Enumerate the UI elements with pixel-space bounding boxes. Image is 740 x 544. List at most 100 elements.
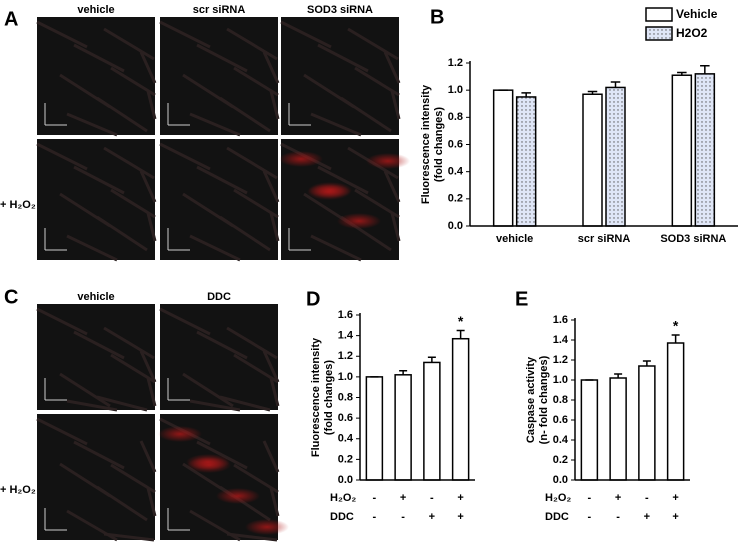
cell-outline [96,215,148,252]
cell-outline [103,326,155,360]
row-label: + H₂O₂ [0,484,36,496]
y-tick-label: 1.6 [338,309,353,321]
cell-outline [66,399,118,412]
red-fluorescence [158,426,202,442]
condition-sign: + [672,492,678,504]
cell-outline [96,96,148,133]
condition-sign: - [373,511,377,523]
x-tick-label: vehicle [496,233,533,245]
error-bar [427,356,436,363]
cell-outline [66,234,118,262]
y-tick-label: 1.0 [338,371,353,383]
bar [666,342,685,481]
cell-outline [139,350,157,383]
cell-outline [340,96,392,133]
cell-outline [66,112,118,137]
bar [671,74,693,227]
y-tick-label: 0.8 [553,394,568,406]
y-axis-label: (fold changes) [433,107,445,183]
y-tick-label: 1.2 [553,354,568,366]
cell-outline [189,399,241,412]
cell-outline [233,66,279,97]
bar [492,89,514,227]
bar [515,96,537,227]
micrograph [160,17,278,135]
red-fluorescence [279,151,323,167]
cell-outline [159,20,211,49]
y-axis-label: Fluorescence intensity [420,84,432,204]
cell-outline [317,165,369,195]
cell-outline [139,170,157,203]
legend-swatch [645,26,673,41]
cell-outline [219,395,271,412]
cell-outline [103,532,155,542]
condition-sign: + [400,492,406,504]
y-tick-label: 0.6 [553,414,568,426]
y-tick-label: 0.0 [338,474,353,486]
cell-outline [189,112,241,137]
bar [580,379,599,481]
cell-outline [146,487,157,517]
cell-outline [103,27,155,61]
micrograph [37,304,155,410]
micrograph [160,139,278,260]
condition-sign: - [401,511,405,523]
bar [582,93,603,227]
cell-outline [139,440,157,473]
red-fluorescence [186,454,230,470]
cell-outline [390,212,401,242]
condition-sign: - [588,511,592,523]
cell-outline [146,90,157,120]
panel-letter: E [515,288,528,310]
y-tick-label: 1.4 [338,330,354,342]
cell-outline [226,146,278,180]
micrograph [160,304,278,410]
cell-outline [36,20,88,49]
bar [365,376,384,481]
bar [394,374,412,481]
cell-outline [269,212,280,242]
bar [451,337,470,481]
cell-outline [226,27,278,61]
column-label: scr siRNA [193,4,246,16]
condition-label: H₂O₂ [330,492,356,504]
significance-mark: * [673,318,679,334]
cell-outline [310,112,362,137]
condition-label: DDC [330,511,354,523]
red-fluorescence [337,213,381,229]
condition-sign: + [429,511,435,523]
cell-outline [110,353,156,384]
y-tick-label: 1.4 [553,334,569,346]
error-bar [671,334,680,343]
panel-letter: A [4,8,18,30]
legend-label: H2O2 [676,26,708,40]
cell-outline [73,165,125,195]
y-tick-label: 0.4 [338,433,354,445]
y-tick-label: 0.0 [553,474,568,486]
cell-outline [354,188,400,219]
bar [423,361,441,481]
cell-outline [383,51,401,84]
cell-outline [233,463,279,494]
y-tick-label: 1.0 [448,84,463,96]
y-tick-label: 0.0 [448,220,463,232]
error-bar [614,373,623,378]
y-tick-label: 1.0 [553,374,568,386]
y-axis-label: (fold changes) [323,360,335,436]
y-tick-label: 1.2 [338,350,353,362]
row-label: + H₂O₂ [0,199,36,211]
error-bar [587,90,598,95]
y-tick-label: 0.4 [553,434,569,446]
cell-outline [262,51,280,84]
cell-outline [262,440,280,473]
error-bar [642,360,651,366]
bar [638,365,656,481]
column-label: SOD3 siRNA [307,4,373,16]
cell-outline [96,485,148,522]
y-tick-label: 0.2 [338,453,353,465]
column-label: vehicle [77,291,114,303]
cell-outline [219,96,271,133]
bar [609,377,627,481]
y-axis-label: Caspase activity [525,356,537,443]
x-tick-label: SOD3 siRNA [660,233,726,245]
